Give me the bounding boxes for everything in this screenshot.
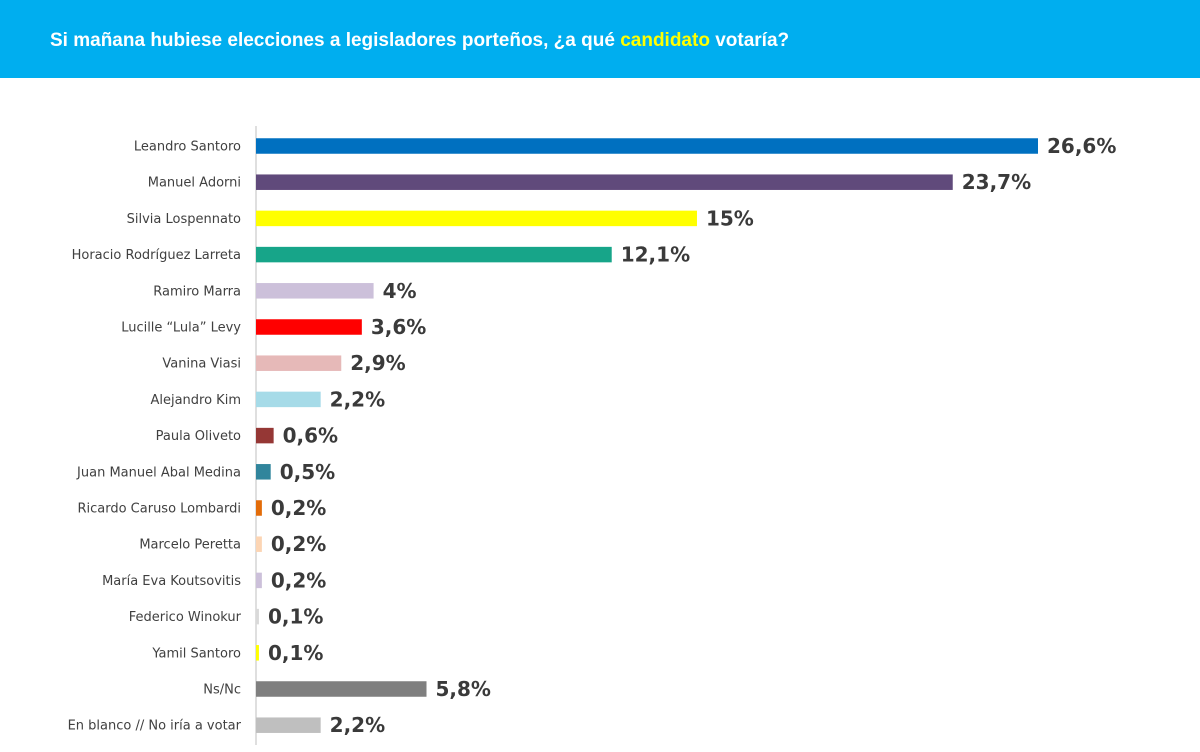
value-label: 3,6%	[371, 315, 426, 339]
value-label: 26,6%	[1047, 134, 1116, 158]
value-label: 0,5%	[280, 460, 335, 484]
category-label: María Eva Koutsovitis	[102, 574, 241, 589]
value-label: 0,2%	[271, 532, 326, 556]
value-label: 0,6%	[283, 424, 338, 448]
title-highlight: candidato	[620, 30, 710, 51]
bar	[256, 717, 321, 733]
bar	[256, 283, 374, 299]
value-label: 2,2%	[330, 713, 385, 737]
bar	[256, 138, 1038, 154]
category-label: Ramiro Marra	[153, 284, 241, 299]
value-label: 12,1%	[621, 243, 690, 267]
category-label: Yamil Santoro	[151, 646, 241, 661]
category-label: Juan Manuel Abal Medina	[76, 465, 241, 480]
category-label: Silvia Lospennato	[127, 212, 241, 227]
bar	[256, 645, 259, 661]
value-label: 5,8%	[436, 677, 491, 701]
category-label: Paula Oliveto	[156, 429, 241, 444]
category-label: Ns/Nc	[203, 683, 241, 698]
value-label: 2,2%	[330, 387, 385, 411]
category-label: Lucille “Lula” Levy	[121, 321, 241, 336]
title-text-start: Si mañana hubiese elecciones a legislado…	[50, 30, 621, 51]
value-label: 2,9%	[350, 351, 405, 375]
bar	[256, 174, 953, 190]
category-label: Vanina Viasi	[162, 357, 241, 372]
value-label: 0,2%	[271, 568, 326, 592]
value-label: 23,7%	[962, 170, 1031, 194]
category-label: Horacio Rodríguez Larreta	[72, 248, 241, 263]
category-label: Federico Winokur	[129, 610, 242, 625]
category-label: En blanco // No iría a votar	[68, 719, 242, 734]
bar	[256, 319, 362, 335]
bar	[256, 355, 342, 371]
value-label: 0,2%	[271, 496, 326, 520]
bar	[256, 536, 262, 552]
bar	[256, 681, 427, 697]
bar	[256, 246, 612, 263]
bar	[256, 572, 262, 589]
bar	[256, 608, 259, 625]
value-label: 0,1%	[268, 605, 323, 629]
bar	[256, 464, 271, 480]
category-label: Alejandro Kim	[150, 393, 241, 408]
category-label: Marcelo Peretta	[139, 538, 241, 553]
value-label: 4%	[383, 279, 417, 303]
header-bar: Si mañana hubiese elecciones a legislado…	[0, 0, 1200, 78]
category-label: Leandro Santoro	[134, 140, 241, 155]
bar	[256, 500, 262, 516]
bar	[256, 210, 697, 227]
title-text-end: votaría?	[709, 30, 790, 51]
value-label: 15%	[706, 206, 754, 230]
category-label: Ricardo Caruso Lombardi	[77, 502, 241, 517]
category-label: Manuel Adorni	[148, 176, 241, 191]
value-label: 0,1%	[268, 641, 323, 665]
bar	[256, 391, 321, 408]
chart-title: Si mañana hubiese elecciones a legislado…	[50, 30, 789, 52]
bar	[256, 427, 274, 444]
